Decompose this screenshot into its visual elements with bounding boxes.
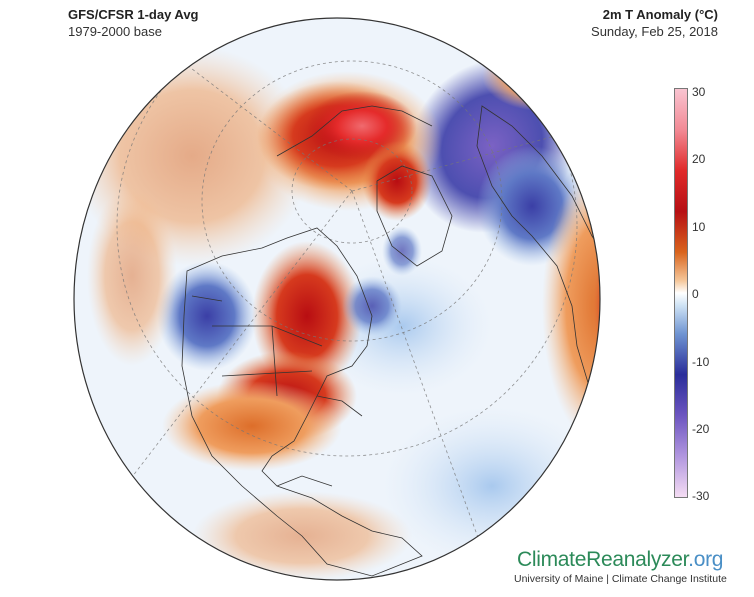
colorbar-tick: -30 <box>692 489 710 503</box>
colorbar-tick: 10 <box>692 220 706 234</box>
globe-map <box>73 17 601 581</box>
brand-name: ClimateReanalyzer <box>517 548 689 571</box>
brand-logo: ClimateReanalyzer.org <box>517 548 723 572</box>
brand-domain: .org <box>688 548 724 571</box>
brand-subtitle: University of Maine | Climate Change Ins… <box>514 573 727 585</box>
map-date: Sunday, Feb 25, 2018 <box>591 24 718 39</box>
header-left: GFS/CFSR 1-day Avg 1979-2000 base <box>68 6 199 40</box>
colorbar-tick: 0 <box>692 287 699 301</box>
colorbar-tick: 30 <box>692 85 706 99</box>
colorbar-tick: -20 <box>692 422 710 436</box>
colorbar-tick: 20 <box>692 152 706 166</box>
map-title: GFS/CFSR 1-day Avg <box>68 7 199 22</box>
base-period: 1979-2000 base <box>68 24 162 39</box>
variable-title: 2m T Anomaly (°C) <box>602 7 718 22</box>
header-right: 2m T Anomaly (°C) Sunday, Feb 25, 2018 <box>591 6 718 40</box>
colorbar-tick: -10 <box>692 355 710 369</box>
colorbar <box>674 88 688 498</box>
